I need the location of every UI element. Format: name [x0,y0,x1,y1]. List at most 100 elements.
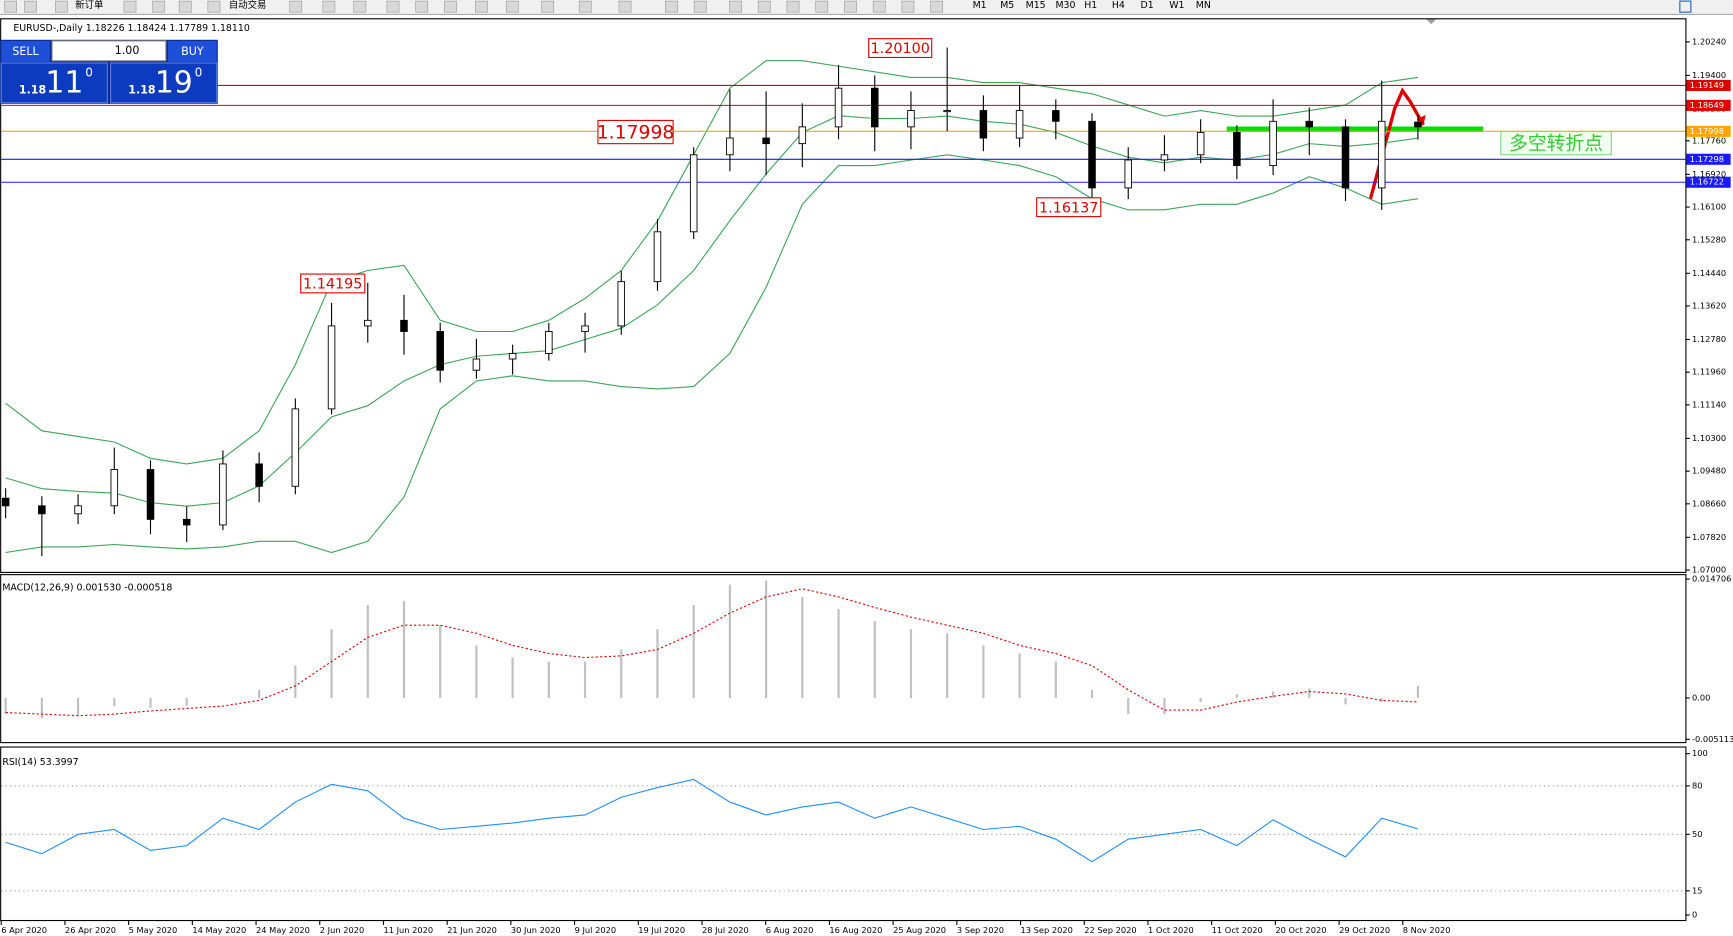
x-tick-label: 24 May 2020 [256,925,310,935]
y-tick-label: 50 [1692,829,1703,839]
x-tick-label: 22 Sep 2020 [1084,925,1136,935]
annotation: 1.16137 [1039,200,1098,216]
buy-button[interactable] [168,40,217,62]
candle-body [74,505,82,515]
rsi-line [5,778,1419,863]
x-tick-label: 14 May 2020 [192,925,246,935]
y-tick-label: 1.11140 [1692,399,1726,409]
sell-button[interactable] [1,40,50,62]
toolbar-icon[interactable] [289,0,303,13]
price-tag-label: 1.17298 [1690,154,1724,164]
candle-body [364,319,372,327]
toolbar-icon[interactable] [578,0,592,13]
sell-label[interactable]: SELL [12,45,39,58]
toolbar-icon[interactable] [815,0,829,13]
price-sup[interactable]: 0 [195,65,203,79]
toolbar-icon[interactable] [322,0,336,13]
price-tag-label: 1.19149 [1690,80,1724,90]
search-icon[interactable] [1679,0,1692,13]
candle-body [762,137,770,145]
x-tick-label: 9 Jul 2020 [575,925,617,935]
timeframe-button[interactable]: M15 [1026,0,1046,11]
timeframe-button[interactable]: M1 [973,0,987,11]
price-big[interactable]: 11 [45,65,83,100]
y-tick-label: 15 [1692,885,1703,895]
candle-body [798,126,807,145]
price-box[interactable] [110,62,218,104]
candle-body [472,358,481,371]
toolbar-icon[interactable] [415,0,429,13]
timeframe-button[interactable]: M5 [1000,0,1014,11]
price-prefix[interactable]: 1.18 [128,84,155,97]
timeframe-button[interactable]: H1 [1084,0,1097,11]
candle-body [219,463,227,526]
y-tick-label: 1.07820 [1692,532,1726,542]
toolbar-icon[interactable] [152,0,166,13]
toolbar-icon[interactable] [901,0,915,13]
price-prefix[interactable]: 1.18 [19,84,46,97]
candle-body [1269,120,1277,167]
toolbar-icon[interactable] [665,0,678,13]
price-sup[interactable]: 0 [85,65,93,79]
toolbar-icon[interactable] [786,0,800,13]
toolbar-button[interactable]: 自动交易 [229,0,267,11]
toolbar-icon[interactable] [505,0,519,13]
toolbar-icon[interactable] [844,0,857,13]
x-tick-label: 1 Oct 2020 [1148,925,1194,935]
y-tick-label: 1.19400 [1692,70,1726,80]
toolbar-icon[interactable] [541,0,555,13]
y-tick-label: 1.13620 [1692,300,1726,310]
drawn-arrow-head [1416,114,1426,125]
toolbar-icon[interactable] [207,0,221,13]
lot-field[interactable] [51,40,167,62]
price-tag [1686,99,1731,111]
toolbar-icon[interactable] [618,0,632,13]
toolbar-icon[interactable] [24,0,37,13]
toolbar-icon[interactable] [475,0,488,13]
x-tick-label: 2 Jun 2020 [320,925,364,935]
candle-body [581,325,589,332]
price-tag-label: 1.16722 [1690,177,1724,187]
timeframe-button[interactable]: M30 [1055,0,1075,11]
toolbar-icon[interactable] [930,0,944,13]
price-tag [1686,125,1731,137]
y-tick-label: 1.08660 [1692,498,1726,508]
candle-body [1377,120,1386,189]
toolbar-icon[interactable] [444,0,457,13]
toolbar-icon[interactable] [729,0,742,13]
price-big[interactable]: 19 [155,65,193,100]
toolbar-icon[interactable] [178,0,192,13]
buy-label[interactable]: BUY [181,45,204,58]
y-tick-label: 1.20240 [1692,36,1726,46]
timeframe-button[interactable]: MN [1196,0,1211,11]
toolbar-icon[interactable] [353,0,367,13]
panel-title: EURUSD-,Daily 1.18226 1.18424 1.17789 1.… [13,23,249,34]
toolbar-icon[interactable] [693,0,707,13]
x-tick-label: 6 Aug 2020 [766,925,814,935]
toolbar-icon[interactable] [4,0,17,13]
timeframe-button[interactable]: W1 [1169,0,1184,11]
timeframe-button[interactable]: D1 [1141,0,1154,11]
toolbar-icon[interactable] [872,0,886,13]
x-tick-label: 5 May 2020 [129,925,178,935]
toolbar-button[interactable]: 新订单 [75,0,103,11]
macd-panel-frame [0,574,1687,744]
candle-body [400,319,408,332]
y-tick-label: 1.16100 [1692,202,1726,212]
toolbar-icon[interactable] [55,0,68,13]
price-box[interactable] [0,62,108,104]
timeframe-button[interactable]: H4 [1112,0,1125,11]
price-tag [1686,153,1731,165]
toolbar-icon[interactable] [123,0,137,13]
x-tick-label: 25 Aug 2020 [893,925,946,935]
toolbar-icon[interactable] [386,0,400,13]
lot-value[interactable]: 1.00 [115,44,140,57]
annotation-box [1500,130,1612,156]
candle-body [870,87,879,128]
bollinger-lower [5,154,1419,554]
toolbar-icon[interactable] [757,0,771,13]
y-tick-label: 0.014706 [1692,574,1731,584]
price-tag-label: 1.18649 [1690,100,1724,110]
